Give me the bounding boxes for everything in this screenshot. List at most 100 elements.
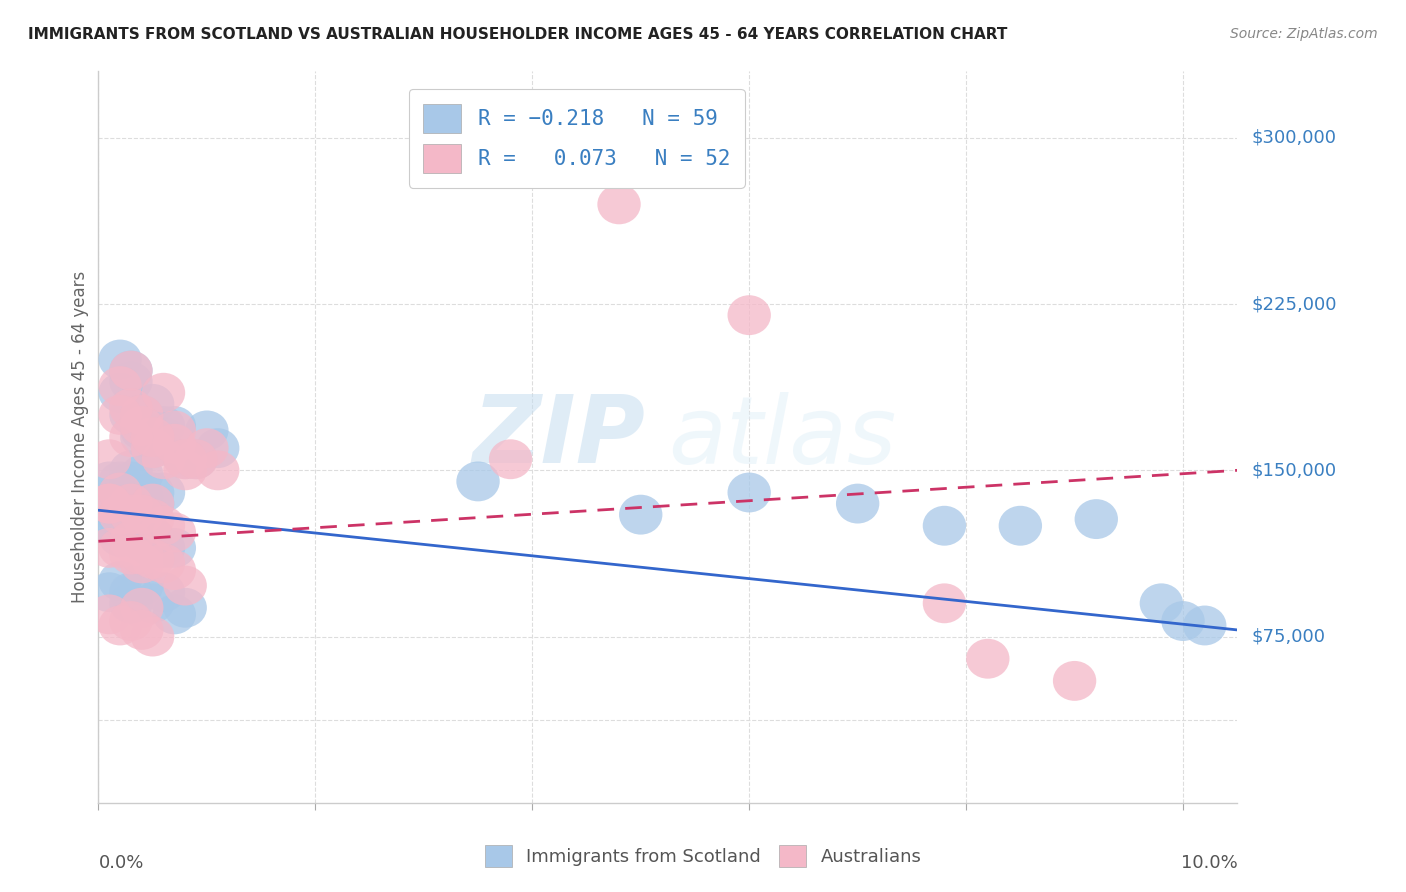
Ellipse shape <box>142 439 186 479</box>
Ellipse shape <box>120 495 163 534</box>
Ellipse shape <box>186 428 229 468</box>
Ellipse shape <box>922 506 966 546</box>
Ellipse shape <box>153 424 195 464</box>
Ellipse shape <box>98 340 142 379</box>
Ellipse shape <box>727 473 770 512</box>
Text: Source: ZipAtlas.com: Source: ZipAtlas.com <box>1230 27 1378 41</box>
Ellipse shape <box>120 477 163 516</box>
Ellipse shape <box>131 483 174 524</box>
Legend: Immigrants from Scotland, Australians: Immigrants from Scotland, Australians <box>478 838 928 874</box>
Ellipse shape <box>153 406 195 446</box>
Ellipse shape <box>87 594 131 634</box>
Ellipse shape <box>87 483 131 524</box>
Ellipse shape <box>598 185 641 224</box>
Ellipse shape <box>110 521 153 561</box>
Text: IMMIGRANTS FROM SCOTLAND VS AUSTRALIAN HOUSEHOLDER INCOME AGES 45 - 64 YEARS COR: IMMIGRANTS FROM SCOTLAND VS AUSTRALIAN H… <box>28 27 1008 42</box>
Ellipse shape <box>120 566 163 606</box>
Ellipse shape <box>120 543 163 583</box>
Ellipse shape <box>120 534 163 574</box>
Ellipse shape <box>142 417 186 457</box>
Ellipse shape <box>110 483 153 524</box>
Ellipse shape <box>110 417 153 457</box>
Ellipse shape <box>120 410 163 450</box>
Ellipse shape <box>110 601 153 641</box>
Text: $225,000: $225,000 <box>1251 295 1337 313</box>
Ellipse shape <box>98 561 142 601</box>
Ellipse shape <box>98 495 142 534</box>
Ellipse shape <box>1053 661 1097 701</box>
Ellipse shape <box>153 594 195 634</box>
Ellipse shape <box>131 428 174 468</box>
Ellipse shape <box>120 610 163 650</box>
Ellipse shape <box>1074 500 1118 539</box>
Text: 0.0%: 0.0% <box>98 854 143 872</box>
Ellipse shape <box>120 395 163 435</box>
Ellipse shape <box>163 439 207 479</box>
Ellipse shape <box>87 495 131 534</box>
Ellipse shape <box>142 506 186 546</box>
Y-axis label: Householder Income Ages 45 - 64 years: Householder Income Ages 45 - 64 years <box>70 271 89 603</box>
Ellipse shape <box>131 473 174 512</box>
Ellipse shape <box>1182 606 1226 646</box>
Ellipse shape <box>87 573 131 612</box>
Ellipse shape <box>727 295 770 335</box>
Ellipse shape <box>153 512 195 552</box>
Ellipse shape <box>120 588 163 628</box>
Ellipse shape <box>110 450 153 491</box>
Ellipse shape <box>837 483 879 524</box>
Ellipse shape <box>87 461 131 501</box>
Ellipse shape <box>98 473 142 512</box>
Ellipse shape <box>87 483 131 524</box>
Ellipse shape <box>120 406 163 446</box>
Ellipse shape <box>163 439 207 479</box>
Ellipse shape <box>922 583 966 624</box>
Ellipse shape <box>87 439 131 479</box>
Ellipse shape <box>186 410 229 450</box>
Ellipse shape <box>110 534 153 574</box>
Ellipse shape <box>142 528 186 568</box>
Ellipse shape <box>98 500 142 539</box>
Ellipse shape <box>131 417 174 457</box>
Ellipse shape <box>110 388 153 428</box>
Ellipse shape <box>142 573 186 612</box>
Ellipse shape <box>142 473 186 512</box>
Ellipse shape <box>195 428 239 468</box>
Ellipse shape <box>131 616 174 657</box>
Ellipse shape <box>87 506 131 546</box>
Ellipse shape <box>619 495 662 534</box>
Text: 10.0%: 10.0% <box>1181 854 1237 872</box>
Ellipse shape <box>153 428 195 468</box>
Ellipse shape <box>120 395 163 435</box>
Ellipse shape <box>142 406 186 446</box>
Ellipse shape <box>489 439 533 479</box>
Ellipse shape <box>131 500 174 539</box>
Ellipse shape <box>163 588 207 628</box>
Ellipse shape <box>120 417 163 457</box>
Text: ZIP: ZIP <box>472 391 645 483</box>
Ellipse shape <box>110 583 153 624</box>
Ellipse shape <box>110 506 153 546</box>
Ellipse shape <box>195 450 239 491</box>
Legend: R = −0.218   N = 59, R =   0.073   N = 52: R = −0.218 N = 59, R = 0.073 N = 52 <box>409 89 745 187</box>
Ellipse shape <box>120 521 163 561</box>
Ellipse shape <box>131 384 174 424</box>
Text: $150,000: $150,000 <box>1251 461 1336 479</box>
Ellipse shape <box>98 366 142 406</box>
Ellipse shape <box>163 566 207 606</box>
Ellipse shape <box>153 550 195 590</box>
Ellipse shape <box>87 528 131 568</box>
Ellipse shape <box>131 428 174 468</box>
Ellipse shape <box>153 410 195 450</box>
Ellipse shape <box>142 543 186 583</box>
Ellipse shape <box>131 539 174 579</box>
Text: $75,000: $75,000 <box>1251 628 1326 646</box>
Ellipse shape <box>120 455 163 495</box>
Ellipse shape <box>110 362 153 401</box>
Ellipse shape <box>98 528 142 568</box>
Ellipse shape <box>131 516 174 557</box>
Ellipse shape <box>110 395 153 435</box>
Ellipse shape <box>1140 583 1182 624</box>
Ellipse shape <box>98 461 142 501</box>
Ellipse shape <box>110 495 153 534</box>
Ellipse shape <box>174 439 218 479</box>
